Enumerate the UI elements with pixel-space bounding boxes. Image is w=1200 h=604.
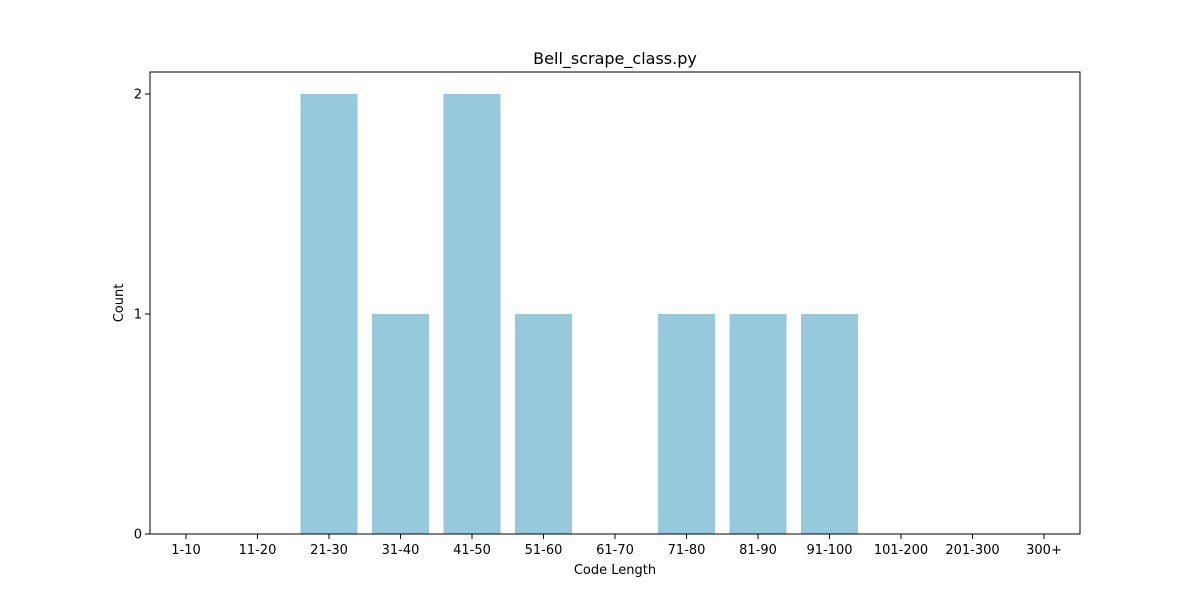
x-tick-label: 91-100 bbox=[806, 543, 852, 558]
x-tick-label: 51-60 bbox=[525, 543, 563, 558]
bar-41-50 bbox=[444, 94, 501, 534]
x-axis-label: Code Length bbox=[574, 563, 656, 578]
x-tick-label: 81-90 bbox=[739, 543, 777, 558]
bar-31-40 bbox=[372, 314, 429, 534]
chart-title: Bell_scrape_class.py bbox=[533, 49, 697, 69]
x-tick-label: 300+ bbox=[1026, 543, 1062, 558]
y-tick-label: 2 bbox=[134, 88, 142, 103]
x-tick-label: 31-40 bbox=[382, 543, 420, 558]
bar-21-30 bbox=[301, 94, 358, 534]
x-tick-label: 101-200 bbox=[874, 543, 928, 558]
x-tick-label: 21-30 bbox=[310, 543, 348, 558]
bar-91-100 bbox=[801, 314, 858, 534]
x-tick-label: 41-50 bbox=[453, 543, 491, 558]
x-tick-label: 61-70 bbox=[596, 543, 634, 558]
x-tick-label: 1-10 bbox=[171, 543, 201, 558]
y-tick-label: 0 bbox=[134, 528, 142, 543]
y-tick-label: 1 bbox=[134, 308, 142, 323]
y-axis-label: Count bbox=[112, 284, 127, 323]
x-tick-label: 11-20 bbox=[239, 543, 277, 558]
x-axis-ticks: 1-10 11-20 21-30 31-40 41-50 51-60 61-70 71-80 8… bbox=[171, 534, 1062, 558]
bar-71-80 bbox=[658, 314, 715, 534]
bar-51-60 bbox=[515, 314, 572, 534]
plot-frame bbox=[150, 72, 1080, 534]
y-axis-ticks: 0 1 2 bbox=[134, 88, 150, 543]
bars-group bbox=[301, 94, 859, 534]
bar-81-90 bbox=[730, 314, 787, 534]
x-tick-label: 201-300 bbox=[945, 543, 999, 558]
x-tick-label: 71-80 bbox=[668, 543, 706, 558]
